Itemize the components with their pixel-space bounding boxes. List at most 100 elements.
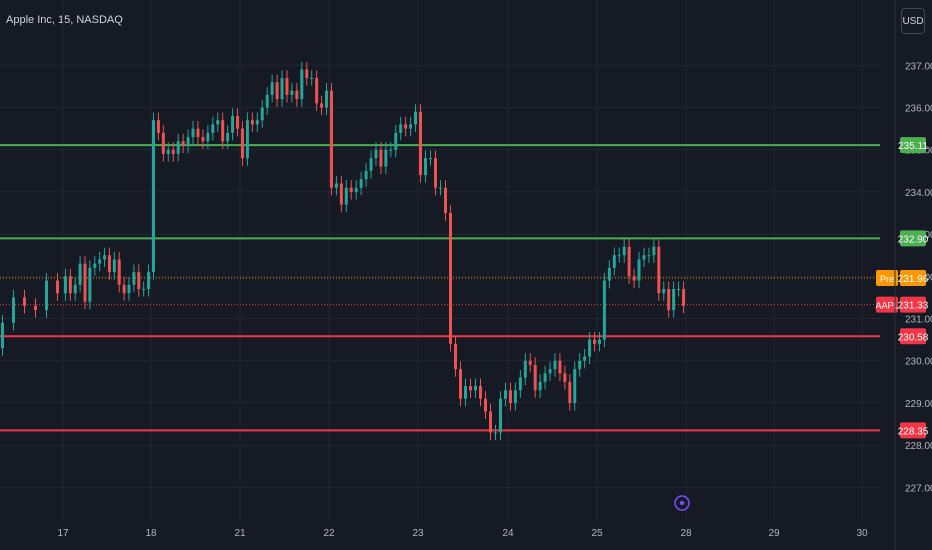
- candle-body: [677, 288, 681, 290]
- candle-body: [68, 276, 72, 294]
- candle-body: [553, 360, 557, 370]
- candle-body: [151, 120, 155, 273]
- candle-body: [662, 288, 666, 294]
- candle-body: [310, 77, 314, 79]
- candle-body: [588, 339, 592, 357]
- candle-body: [122, 284, 126, 294]
- candle-body: [300, 69, 304, 100]
- candle-body: [469, 386, 472, 391]
- candle-body: [682, 288, 686, 306]
- candle-body: [389, 149, 393, 151]
- candle-body: [444, 187, 447, 214]
- candle-body: [489, 411, 492, 433]
- candle-body: [548, 369, 552, 374]
- candle-body: [597, 339, 601, 344]
- candle-body: [504, 390, 507, 399]
- level-price-tag: [900, 328, 926, 345]
- candle-body: [374, 149, 378, 159]
- y-tick-label: 236.00: [905, 104, 932, 115]
- x-tick-label: 17: [57, 528, 69, 539]
- y-tick-label: 228.00: [905, 441, 932, 452]
- candle-body: [647, 255, 651, 257]
- candle-body: [394, 132, 398, 150]
- candle-body: [83, 263, 87, 302]
- candle-body: [216, 120, 220, 125]
- candle-body: [369, 158, 373, 171]
- candle-body: [137, 272, 141, 289]
- level-price-label: 235.11: [898, 141, 928, 152]
- candle-body: [107, 255, 111, 273]
- y-tick-label: 231.00: [905, 315, 932, 326]
- candle-body: [221, 120, 225, 142]
- candle-body: [474, 386, 477, 391]
- candle-body: [637, 259, 641, 281]
- candle-body: [459, 369, 462, 399]
- candle-body: [434, 158, 437, 188]
- level-price-label: 228.35: [898, 426, 929, 437]
- level-price-tag: [900, 230, 926, 247]
- price-marker-value: 231.33: [898, 301, 929, 312]
- candle-body: [464, 386, 467, 399]
- candle-body: [236, 115, 240, 129]
- candle-body: [612, 255, 616, 268]
- candle-body: [186, 137, 190, 146]
- candle-body: [523, 360, 527, 378]
- candle-body: [404, 124, 408, 129]
- candle-body: [533, 364, 537, 391]
- x-tick-label: 29: [768, 528, 780, 539]
- candle-body: [364, 170, 368, 180]
- candle-body: [494, 432, 497, 434]
- candle-body: [211, 124, 215, 133]
- candle-body: [672, 288, 676, 311]
- candle-body: [479, 386, 482, 399]
- candle-body: [270, 82, 274, 95]
- x-tick-label: 22: [323, 528, 335, 539]
- y-tick-label: 229.00: [905, 399, 932, 410]
- level-price-label: 230.58: [898, 332, 929, 343]
- candle-body: [231, 115, 235, 133]
- candle-body: [573, 369, 577, 403]
- candle-body: [578, 360, 582, 370]
- candle-body: [255, 120, 259, 125]
- price-marker-tag: [876, 296, 898, 313]
- candle-body: [543, 373, 547, 382]
- candle-body: [384, 149, 388, 167]
- candle-body: [414, 111, 418, 125]
- candle-body: [325, 90, 329, 108]
- candle-body: [399, 124, 403, 133]
- x-tick-label: 24: [502, 528, 514, 539]
- candle-body: [379, 149, 383, 167]
- candle-body: [265, 94, 269, 108]
- currency-button[interactable]: USD: [901, 8, 925, 34]
- candle-body: [127, 284, 131, 294]
- y-tick-label: 230.00: [905, 357, 932, 368]
- candle-body: [260, 107, 264, 121]
- x-tick-label: 30: [856, 528, 868, 539]
- candle-body: [1, 322, 4, 349]
- candle-body: [275, 82, 279, 100]
- event-marker-dot: [679, 500, 685, 506]
- candle-body: [132, 272, 136, 285]
- candle-body: [334, 183, 338, 188]
- candle-body: [652, 246, 656, 256]
- candle-body: [538, 381, 542, 391]
- candle-body: [23, 297, 26, 306]
- candle-body: [320, 103, 324, 108]
- candle-body: [147, 272, 151, 289]
- candle-body: [226, 132, 230, 142]
- candle-body: [117, 259, 121, 285]
- candle-body: [78, 263, 82, 285]
- candle-body: [280, 77, 284, 100]
- candle-body: [583, 356, 587, 361]
- candle-body: [558, 360, 562, 374]
- x-tick-label: 28: [680, 528, 692, 539]
- candle-body: [329, 90, 333, 188]
- candle-body: [112, 259, 116, 273]
- candle-body: [56, 280, 59, 294]
- candle-body: [34, 305, 37, 311]
- price-marker-value-tag: [900, 296, 926, 313]
- candle-body: [617, 255, 621, 257]
- candle-body: [240, 128, 244, 159]
- candle-body: [161, 132, 165, 154]
